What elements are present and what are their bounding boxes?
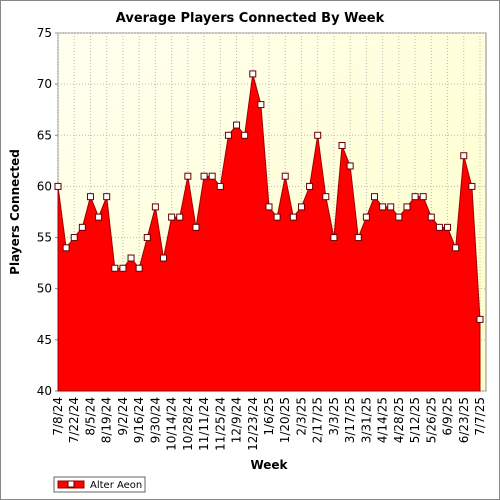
legend-label: Alter Aeon — [90, 480, 142, 491]
y-tick-label: 65 — [37, 128, 52, 142]
point — [103, 193, 111, 201]
point — [387, 203, 395, 211]
point — [192, 223, 200, 231]
point — [314, 131, 322, 139]
y-tick-label: 75 — [37, 26, 52, 40]
x-tick-label: 2/3/25 — [294, 397, 308, 436]
point — [249, 70, 257, 78]
x-tick-label: 11/11/24 — [197, 397, 211, 451]
point — [78, 223, 86, 231]
point — [168, 213, 176, 221]
point — [460, 152, 468, 160]
point — [62, 244, 70, 252]
point — [119, 264, 127, 272]
point — [476, 315, 484, 323]
x-axis-label: Week — [250, 458, 288, 472]
x-tick-label: 10/14/24 — [165, 397, 179, 451]
point — [216, 182, 224, 190]
point — [70, 234, 78, 242]
chart-title: Average Players Connected By Week — [116, 11, 385, 26]
point — [143, 234, 151, 242]
legend-marker — [67, 480, 75, 488]
point — [362, 213, 370, 221]
point — [151, 203, 159, 211]
x-tick-label: 5/26/25 — [424, 397, 438, 443]
point — [354, 234, 362, 242]
x-tick-label: 9/30/24 — [148, 397, 162, 443]
x-tick-label: 1/6/25 — [262, 397, 276, 436]
point — [257, 101, 265, 109]
x-tick-label: 3/3/25 — [327, 397, 341, 436]
x-tick-label: 1/20/25 — [278, 397, 292, 443]
point — [452, 244, 460, 252]
point — [338, 142, 346, 150]
point — [127, 254, 135, 262]
point — [419, 193, 427, 201]
point — [427, 213, 435, 221]
point — [411, 193, 419, 201]
x-tick-label: 8/19/24 — [100, 397, 114, 443]
point — [86, 193, 94, 201]
y-axis-label: Players Connected — [8, 149, 22, 275]
y-tick-label: 60 — [37, 179, 52, 193]
point — [395, 213, 403, 221]
point — [306, 182, 314, 190]
x-tick-label: 6/9/25 — [441, 397, 455, 436]
point — [379, 203, 387, 211]
x-tick-label: 3/17/25 — [343, 397, 357, 443]
x-tick-label: 2/17/25 — [311, 397, 325, 443]
x-tick-label: 9/16/24 — [132, 397, 146, 443]
point — [224, 131, 232, 139]
x-tick-label: 7/7/25 — [473, 397, 487, 436]
point — [297, 203, 305, 211]
x-tick-label: 10/28/24 — [181, 397, 195, 451]
point — [160, 254, 167, 262]
x-tick-label: 12/9/24 — [230, 397, 244, 443]
point — [241, 131, 249, 139]
point — [289, 213, 297, 221]
y-tick-label: 70 — [37, 77, 52, 91]
point — [265, 203, 273, 211]
x-tick-label: 4/28/25 — [392, 397, 406, 443]
y-tick-label: 55 — [37, 231, 52, 245]
point — [200, 172, 208, 180]
x-tick-label: 3/31/25 — [359, 397, 373, 443]
point — [281, 172, 289, 180]
point — [233, 121, 241, 129]
y-tick-label: 45 — [37, 333, 52, 347]
point — [468, 182, 476, 190]
y-tick-label: 50 — [37, 282, 52, 296]
point — [322, 193, 330, 201]
point — [403, 203, 411, 211]
point — [273, 213, 281, 221]
x-tick-label: 7/22/24 — [67, 397, 81, 443]
point — [346, 162, 354, 170]
point — [435, 223, 443, 231]
x-tick-label: 6/23/25 — [457, 397, 471, 443]
x-tick-label: 11/25/24 — [213, 397, 227, 451]
point — [330, 234, 338, 242]
point — [95, 213, 103, 221]
x-tick-label: 12/23/24 — [246, 397, 260, 451]
legend: Alter Aeon — [53, 476, 146, 493]
point — [176, 213, 184, 221]
x-tick-label: 8/5/24 — [83, 397, 97, 436]
x-tick-label: 4/14/25 — [376, 397, 390, 443]
point — [135, 264, 143, 272]
point — [111, 264, 119, 272]
x-tick-label: 9/2/24 — [116, 397, 130, 436]
point — [184, 172, 192, 180]
x-tick-label: 7/8/24 — [51, 397, 65, 436]
y-tick-label: 40 — [37, 384, 52, 398]
point — [444, 223, 452, 231]
point — [54, 182, 62, 190]
point — [208, 172, 216, 180]
point — [371, 193, 378, 201]
x-tick-label: 5/12/25 — [408, 397, 422, 443]
